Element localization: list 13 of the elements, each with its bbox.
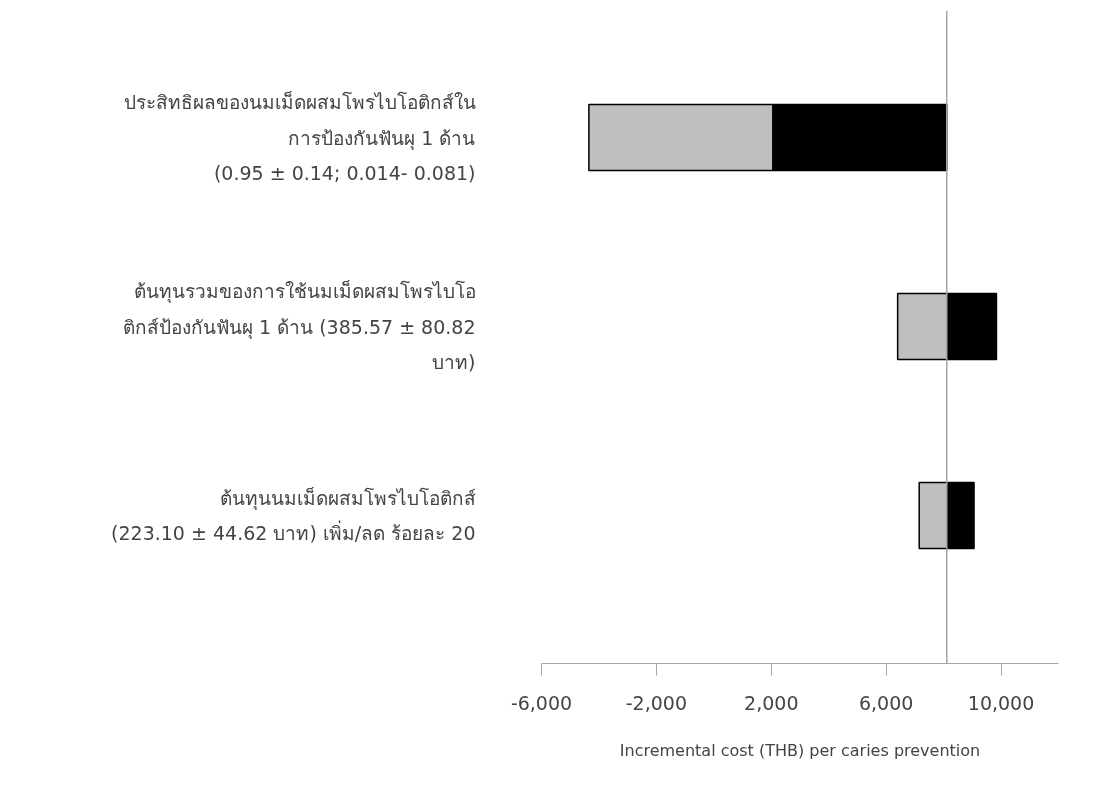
bar	[918, 481, 948, 550]
x-tick-label: 10,000	[967, 691, 1035, 714]
bar	[896, 292, 948, 361]
y-tick-label: ต้นทุนนมเม็ดผสมโพรไบโอติกส์ (223.10 ± 44.62 บาท) เพิ่ม/ลด ร้อยละ 20	[111, 485, 476, 545]
y-tick-label: ประสิทธิผลของนมเม็ดผสมโพรไบโอติกส์ใน การป้องกันฟันผุ 1 ด้าน (0.95 ± 0.14; 0.014- 0.081)	[123, 90, 476, 184]
x-tick-label: -2,000	[625, 691, 688, 714]
bar	[946, 481, 975, 550]
x-tick-label: 6,000	[858, 691, 914, 714]
x-axis-title: Incremental cost (THB) per caries prevention	[619, 740, 981, 760]
x-tick-label: -6,000	[510, 691, 573, 714]
bar	[946, 292, 998, 361]
y-tick-label: ต้นทุนรวมของการใช้นมเม็ดผสมโพรไบโอ ติกส์ป้องกันฟันผุ 1 ด้าน (385.57 ± 80.82 บาท)	[123, 279, 476, 373]
x-tick-label: 2,000	[744, 691, 799, 714]
